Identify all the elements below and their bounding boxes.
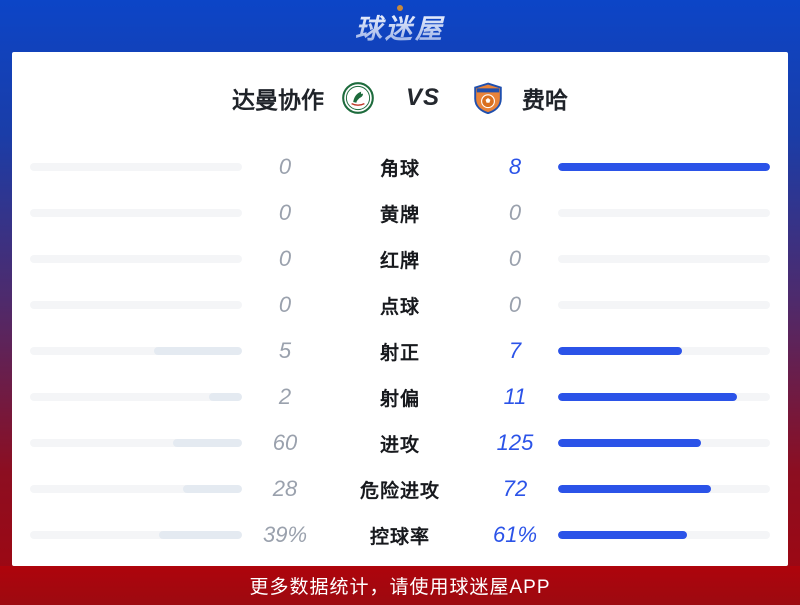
top-brand-bar: 球迷屋 [0,0,800,52]
away-stat-value: 8 [508,154,522,179]
away-stat-bar-fill [558,393,738,401]
away-stat-bar [558,209,770,217]
away-stat-bar [558,301,770,309]
away-stat-bar-fill [558,485,711,493]
footer-promo-text: 更多数据统计，请使用球迷屋APP [249,577,551,598]
home-stat-bar-fill [173,439,242,447]
home-stat-bar [30,531,242,539]
away-team-logo-icon [472,82,504,115]
home-stat-bar [30,347,242,355]
away-stat-value: 7 [508,338,522,363]
home-team-logo-icon [342,82,374,114]
away-stat-bar [558,255,770,263]
away-stat-bar-fill [558,531,688,539]
home-stat-bar [30,393,242,401]
home-stat-value: 60 [272,430,298,455]
home-team-name: 达曼协作 [231,87,324,113]
away-stat-value: 125 [496,430,534,455]
stat-label: 控球率 [369,526,430,548]
stat-row: 39% 控球率 61% [30,512,770,558]
stats-list: 0 角球 8 0 黄牌 0 0 红牌 0 0 点球 0 [12,144,788,558]
app-logo-text: 球迷屋 [355,13,445,44]
logo-orange-dot-icon [397,4,404,11]
away-stat-bar [558,347,770,355]
away-stat-bar [558,439,770,447]
home-stat-bar [30,163,242,171]
stat-row: 5 射正 7 [30,328,770,374]
away-stat-bar-fill [558,163,770,171]
away-stat-value: 61% [492,522,538,547]
app-logo-wordmark: 球迷屋 [355,4,445,46]
away-stat-bar [558,393,770,401]
home-stat-bar [30,209,242,217]
home-stat-value: 0 [278,292,292,317]
home-stat-bar [30,439,242,447]
match-header: 达曼协作 VS 费哈 [12,52,788,144]
stats-card: 达曼协作 VS 费哈 0 角球 8 [12,52,788,566]
away-stat-value: 0 [508,200,522,225]
away-stat-value: 0 [508,292,522,317]
stat-row: 0 黄牌 0 [30,190,770,236]
footer-promo-bar: 更多数据统计，请使用球迷屋APP [0,566,800,605]
away-stat-bar-fill [558,439,702,447]
home-stat-bar-fill [159,531,242,539]
away-stat-bar [558,163,770,171]
stat-row: 0 红牌 0 [30,236,770,282]
away-stat-bar [558,531,770,539]
stat-label: 黄牌 [379,204,420,226]
away-stat-value: 0 [508,246,522,271]
stat-row: 60 进攻 125 [30,420,770,466]
home-stat-value: 39% [262,522,308,547]
home-stat-bar [30,255,242,263]
stat-label: 红牌 [379,250,420,272]
away-stat-value: 11 [503,384,527,409]
stat-label: 点球 [379,296,420,318]
stat-label: 危险进攻 [359,480,440,502]
vs-label: VS [405,84,440,111]
away-stat-bar-fill [558,347,682,355]
stat-label: 角球 [379,158,420,180]
stat-row: 0 角球 8 [30,144,770,190]
home-stat-value: 0 [278,154,292,179]
home-stat-value: 0 [278,246,292,271]
home-stat-value: 5 [278,338,292,363]
stat-row: 0 点球 0 [30,282,770,328]
home-stat-bar-fill [182,485,242,493]
stat-label: 射正 [379,342,420,364]
stat-row: 28 危险进攻 72 [30,466,770,512]
home-stat-bar [30,485,242,493]
home-stat-bar-fill [153,347,242,355]
away-team-name: 费哈 [522,87,568,113]
home-stat-bar [30,301,242,309]
stat-row: 2 射偏 11 [30,374,770,420]
away-stat-value: 72 [502,476,528,501]
home-stat-value: 28 [272,476,298,501]
home-stat-value: 2 [278,384,292,409]
home-stat-value: 0 [278,200,292,225]
away-stat-bar [558,485,770,493]
stat-label: 进攻 [379,434,420,456]
home-stat-bar-fill [209,393,242,401]
stat-label: 射偏 [379,388,420,410]
